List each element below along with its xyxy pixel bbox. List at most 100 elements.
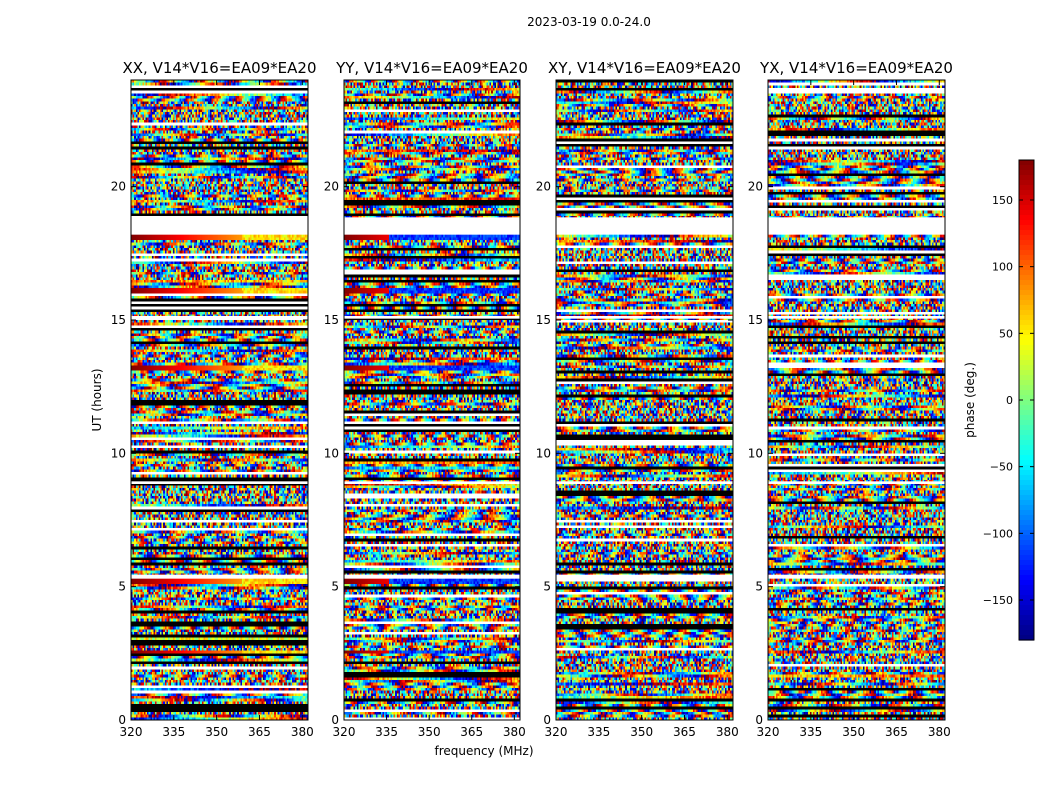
panel-2: YY, V14*V16=EA09*EA20 320 335 350 365 380 0 5 10…: [324, 59, 534, 758]
x-tick-label: 365: [248, 725, 271, 739]
colorbar-segment: [1019, 610, 1034, 616]
heatmap-raster: [768, 80, 945, 720]
y-tick-label: 0: [543, 713, 551, 727]
x-tick-label: 380: [291, 725, 314, 739]
y-tick-label: 15: [111, 313, 126, 327]
colorbar-segment: [1019, 335, 1034, 341]
y-tick-label: 20: [324, 180, 339, 194]
colorbar-segment: [1019, 545, 1034, 551]
colorbar-segment: [1019, 560, 1034, 566]
colorbar-tick-label: 50: [999, 327, 1013, 340]
colorbar-segment: [1019, 185, 1034, 191]
flagged-band: [344, 574, 520, 579]
colorbar-segment: [1019, 255, 1034, 261]
colorbar-tick-label: −100: [983, 527, 1013, 540]
colorbar-segment: [1019, 435, 1034, 441]
colorbar-segment: [1019, 375, 1034, 381]
colorbar-segment: [1019, 345, 1034, 351]
colorbar-tick-label: 100: [992, 261, 1013, 274]
colorbar-segment: [1019, 470, 1034, 476]
colorbar-segment: [1019, 220, 1034, 226]
colorbar-segment: [1019, 280, 1034, 286]
colorbar-segment: [1019, 340, 1034, 346]
colorbar-segment: [1019, 395, 1034, 401]
colorbar-segment: [1019, 210, 1034, 216]
colorbar-segment: [1019, 410, 1034, 416]
y-tick-label: 20: [111, 180, 126, 194]
colorbar-segment: [1019, 380, 1034, 386]
colorbar-segment: [1019, 590, 1034, 596]
y-tick-label: 20: [536, 180, 551, 194]
colorbar-segment: [1019, 315, 1034, 321]
flagged-band: [131, 316, 308, 319]
colorbar-segment: [1019, 200, 1034, 206]
panel-4: YX, V14*V16=EA09*EA20 320 335 350 365 380 0 5 10…: [748, 59, 953, 739]
x-tick-label: 380: [928, 725, 951, 739]
colorbar-segment: [1019, 510, 1034, 516]
panel-1: XX, V14*V16=EA09*EA20 320 335 350 365 380 0 5 10…: [90, 59, 317, 739]
flagged-band: [344, 481, 520, 484]
colorbar-tick-label: −150: [983, 594, 1013, 607]
colorbar-segment: [1019, 465, 1034, 471]
colorbar-segment: [1019, 630, 1034, 636]
axes-frame: [555, 79, 734, 721]
colorbar-segment: [1019, 300, 1034, 306]
colorbar-segment: [1019, 615, 1034, 621]
colorbar-segment: [1019, 365, 1034, 371]
colorbar-segment: [1019, 580, 1034, 586]
colorbar: 150 100 50 0 −50 −100 −150 phase (deg.): [963, 159, 1035, 641]
colorbar-segment: [1019, 290, 1034, 296]
colorbar-segment: [1019, 565, 1034, 571]
flagged-band: [344, 217, 520, 235]
colorbar-segment: [1019, 600, 1034, 606]
colorbar-segment: [1019, 195, 1034, 201]
x-tick-label: 350: [842, 725, 865, 739]
colorbar-segment: [1019, 445, 1034, 451]
y-tick-label: 5: [331, 580, 339, 594]
axes-frame: [343, 79, 521, 721]
colorbar-segment: [1019, 585, 1034, 591]
colorbar-segment: [1019, 250, 1034, 256]
colorbar-segment: [1019, 525, 1034, 531]
colorbar-segment: [1019, 530, 1034, 536]
colorbar-segment: [1019, 175, 1034, 181]
x-tick-label: 365: [885, 725, 908, 739]
colorbar-segment: [1019, 515, 1034, 521]
colorbar-segment: [1019, 540, 1034, 546]
flagged-band: [131, 574, 308, 579]
x-tick-label: 365: [460, 725, 483, 739]
colorbar-segment: [1019, 240, 1034, 246]
colorbar-tick-label: 0: [1006, 394, 1013, 407]
colorbar-segment: [1019, 370, 1034, 376]
colorbar-segment: [1019, 350, 1034, 356]
flagged-band: [556, 574, 733, 579]
x-tick-label: 380: [716, 725, 739, 739]
y-tick-label: 10: [748, 446, 763, 460]
colorbar-segment: [1019, 500, 1034, 506]
x-tick-label: 380: [503, 725, 526, 739]
colorbar-label: phase (deg.): [963, 362, 977, 438]
colorbar-segment: [1019, 285, 1034, 291]
y-tick-label: 10: [536, 446, 551, 460]
colorbar-segment: [1019, 215, 1034, 221]
y-tick-label: 15: [324, 313, 339, 327]
colorbar-segment: [1019, 390, 1034, 396]
x-tick-label: 320: [333, 725, 356, 739]
y-tick-label: 15: [536, 313, 551, 327]
colorbar-segment: [1019, 265, 1034, 271]
x-tick-label: 350: [630, 725, 653, 739]
colorbar-segment: [1019, 475, 1034, 481]
colorbar-segment: [1019, 360, 1034, 366]
colorbar-segment: [1019, 245, 1034, 251]
x-tick-label: 350: [418, 725, 441, 739]
colorbar-segment: [1019, 635, 1034, 641]
flagged-band: [556, 217, 733, 235]
colorbar-segment: [1019, 270, 1034, 276]
colorbar-segment: [1019, 495, 1034, 501]
colorbar-segment: [1019, 235, 1034, 241]
colorbar-segment: [1019, 355, 1034, 361]
flagged-band: [131, 217, 308, 235]
colorbar-segment: [1019, 505, 1034, 511]
panel-title: XY, V14*V16=EA09*EA20: [548, 59, 741, 77]
